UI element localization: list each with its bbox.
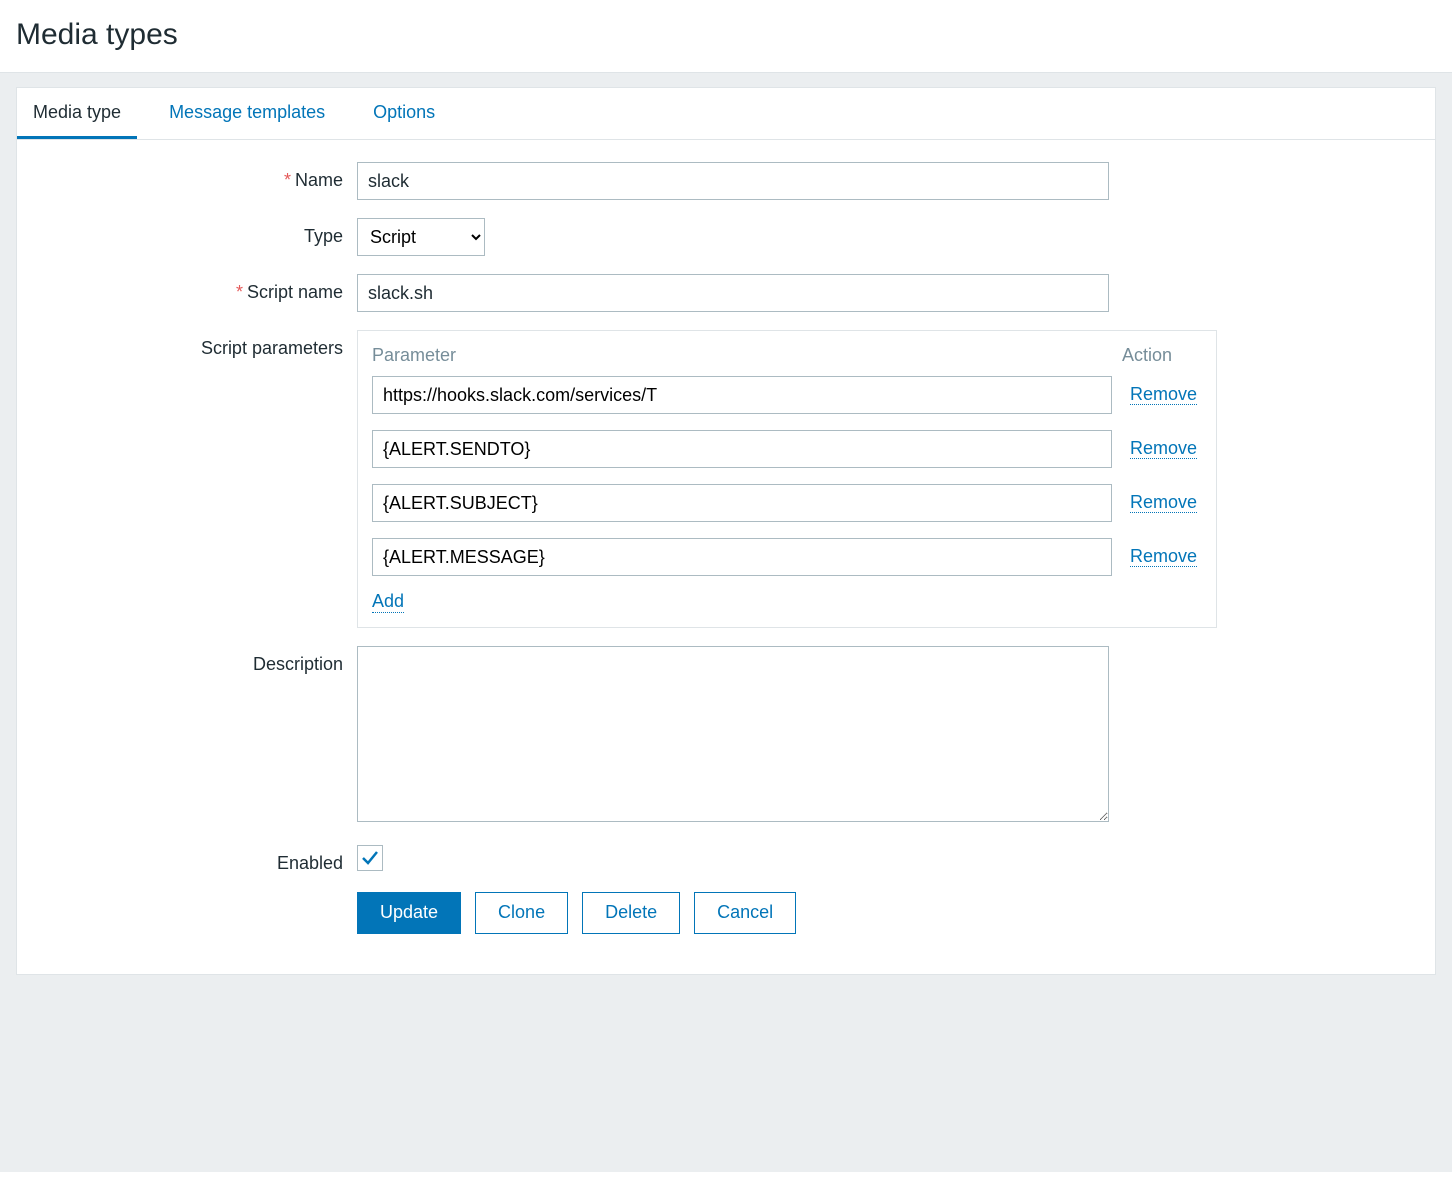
param-row: Remove: [372, 376, 1202, 414]
enabled-checkbox[interactable]: [357, 845, 383, 871]
cancel-button[interactable]: Cancel: [694, 892, 796, 934]
param-row: Remove: [372, 430, 1202, 468]
param-input[interactable]: [372, 484, 1112, 522]
clone-button[interactable]: Clone: [475, 892, 568, 934]
params-header-parameter: Parameter: [372, 345, 1112, 366]
label-type: Type: [17, 218, 357, 247]
param-row: Remove: [372, 484, 1202, 522]
check-icon: [361, 849, 379, 867]
script-name-input[interactable]: [357, 274, 1109, 312]
params-header-action: Action: [1112, 345, 1202, 366]
row-script-parameters: Script parameters Parameter Action Remov…: [17, 330, 1435, 628]
description-textarea[interactable]: [357, 646, 1109, 822]
tab-media-type[interactable]: Media type: [17, 88, 137, 139]
remove-param-button[interactable]: Remove: [1130, 493, 1197, 514]
tab-message-templates[interactable]: Message templates: [153, 88, 341, 139]
row-script-name: *Script name: [17, 274, 1435, 312]
row-name: *Name: [17, 162, 1435, 200]
row-buttons: Update Clone Delete Cancel: [17, 892, 1435, 934]
delete-button[interactable]: Delete: [582, 892, 680, 934]
label-script-parameters: Script parameters: [17, 330, 357, 359]
type-select[interactable]: Script: [357, 218, 485, 256]
tabs: Media type Message templates Options: [17, 88, 1435, 140]
param-input[interactable]: [372, 538, 1112, 576]
name-input[interactable]: [357, 162, 1109, 200]
remove-param-button[interactable]: Remove: [1130, 547, 1197, 568]
label-script-name: *Script name: [17, 274, 357, 303]
param-row: Remove: [372, 538, 1202, 576]
required-marker: *: [236, 282, 243, 302]
content-area: Media type Message templates Options *Na…: [0, 72, 1452, 1172]
label-enabled: Enabled: [17, 845, 357, 874]
media-type-form: *Name Type Script *: [17, 140, 1435, 974]
tab-options[interactable]: Options: [357, 88, 451, 139]
button-row: Update Clone Delete Cancel: [357, 892, 1217, 934]
add-param-button[interactable]: Add: [372, 592, 404, 613]
remove-param-button[interactable]: Remove: [1130, 385, 1197, 406]
remove-param-button[interactable]: Remove: [1130, 439, 1197, 460]
page-title: Media types: [0, 0, 1452, 72]
row-enabled: Enabled: [17, 845, 1435, 874]
label-name: *Name: [17, 162, 357, 191]
row-description: Description: [17, 646, 1435, 827]
required-marker: *: [284, 170, 291, 190]
script-parameters-box: Parameter Action Remove Remove: [357, 330, 1217, 628]
param-input[interactable]: [372, 430, 1112, 468]
params-header: Parameter Action: [372, 341, 1202, 376]
row-type: Type Script: [17, 218, 1435, 256]
update-button[interactable]: Update: [357, 892, 461, 934]
form-panel: Media type Message templates Options *Na…: [16, 87, 1436, 975]
label-description: Description: [17, 646, 357, 675]
param-input[interactable]: [372, 376, 1112, 414]
